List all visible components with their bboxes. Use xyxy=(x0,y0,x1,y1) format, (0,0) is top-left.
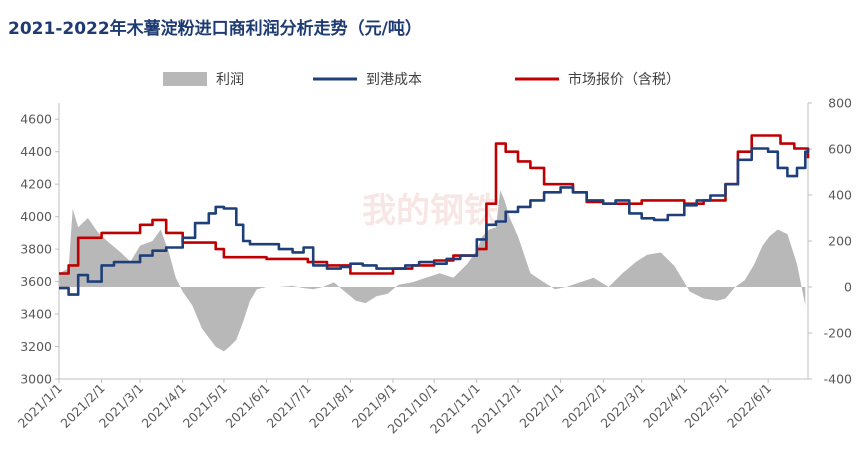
series-lines xyxy=(59,134,810,296)
y-right-tick-label: 600 xyxy=(828,142,852,157)
legend: 利润 到港成本 市场报价（含税） xyxy=(163,71,680,88)
x-tick-label: 2022/4/1 xyxy=(640,381,690,431)
y-left-tick-label: 3800 xyxy=(20,242,52,257)
x-tick-label: 2022/5/1 xyxy=(681,381,731,431)
x-tick-label: 2021/6/1 xyxy=(222,381,272,431)
y-left-tick-label: 4200 xyxy=(20,177,52,192)
legend-swatch-profit xyxy=(163,72,207,86)
y-left-tick-label: 3200 xyxy=(20,339,52,354)
x-tick-label: 2021/8/1 xyxy=(306,381,356,431)
profit-area-layer xyxy=(59,190,806,352)
x-tick-label: 2021/5/1 xyxy=(180,381,230,431)
series-profit-area xyxy=(59,190,806,352)
y-right-tick-label: 0 xyxy=(844,280,852,295)
series-cost-line xyxy=(59,147,810,296)
y-right-tick-label: 400 xyxy=(828,188,852,203)
y-right-tick-label: -200 xyxy=(824,326,852,341)
y-right-tick-label: -400 xyxy=(824,372,852,387)
x-tick-label: 2021/7/1 xyxy=(264,381,314,431)
y-left-tick-label: 3000 xyxy=(20,372,52,387)
y-left-tick-label: 4000 xyxy=(20,209,52,224)
y-left-tick-label: 3400 xyxy=(20,307,52,322)
x-tick-label: 2022/1/1 xyxy=(516,381,566,431)
y-right-tick-label: 200 xyxy=(828,234,852,249)
x-tick-label: 2022/6/1 xyxy=(724,381,774,431)
y-right-tick-label: 800 xyxy=(828,96,852,111)
legend-label-profit: 利润 xyxy=(216,72,244,88)
chart-title: 2021-2022年木薯淀粉进口商利润分析走势（元/吨） xyxy=(8,18,422,39)
y-left-tick-label: 4600 xyxy=(20,112,52,127)
y-left-tick-label: 3600 xyxy=(20,274,52,289)
legend-label-cost: 到港成本 xyxy=(366,72,422,88)
y-left-tick-label: 4400 xyxy=(20,144,52,159)
x-tick-label: 2021/1/1 xyxy=(15,381,65,431)
x-tick-label: 2021/4/1 xyxy=(139,381,189,431)
watermark: 我的钢铁 xyxy=(362,191,498,231)
legend-label-price: 市场报价（含税） xyxy=(568,71,680,88)
